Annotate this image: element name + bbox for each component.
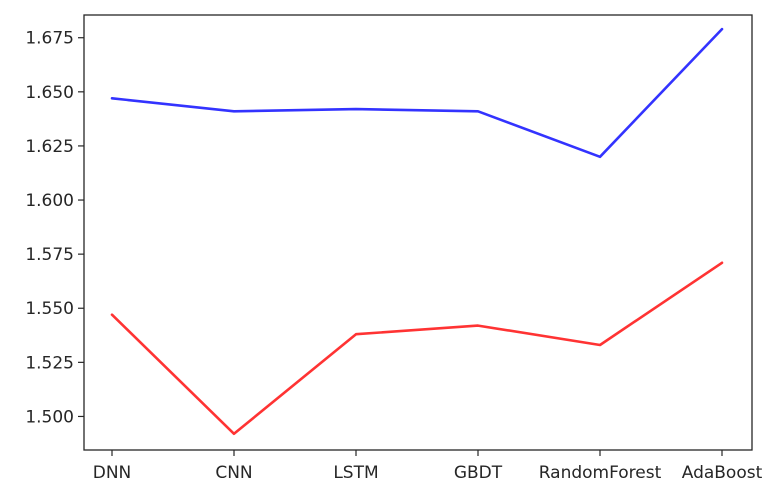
x-tick-label: AdaBoost xyxy=(682,463,763,483)
series-line-2 xyxy=(110,261,724,436)
y-axis: 1.500 1.525 1.550 1.575 1.600 1.625 1.650 1.675 xyxy=(25,29,84,427)
x-tick-label: LSTM xyxy=(333,463,378,483)
x-tick-label: CNN xyxy=(215,463,252,483)
y-tick-label: 1.625 xyxy=(25,137,74,157)
x-tick-label: RandomForest xyxy=(539,463,662,483)
y-tick-label: 1.600 xyxy=(25,191,74,211)
series-line-1 xyxy=(110,27,724,159)
y-tick-label: 1.575 xyxy=(25,245,74,265)
x-tick-label: GBDT xyxy=(454,463,503,483)
x-tick-label: DNN xyxy=(93,463,132,483)
y-tick-label: 1.650 xyxy=(25,83,74,103)
x-axis: DNN CNN LSTM GBDT RandomForest AdaBoost xyxy=(93,450,763,483)
y-tick-label: 1.550 xyxy=(25,299,74,319)
y-tick-label: 1.500 xyxy=(25,407,74,427)
plot-series xyxy=(110,27,724,436)
y-tick-label: 1.525 xyxy=(25,353,74,373)
y-tick-label: 1.675 xyxy=(25,29,74,49)
plot-frame xyxy=(83,14,753,451)
